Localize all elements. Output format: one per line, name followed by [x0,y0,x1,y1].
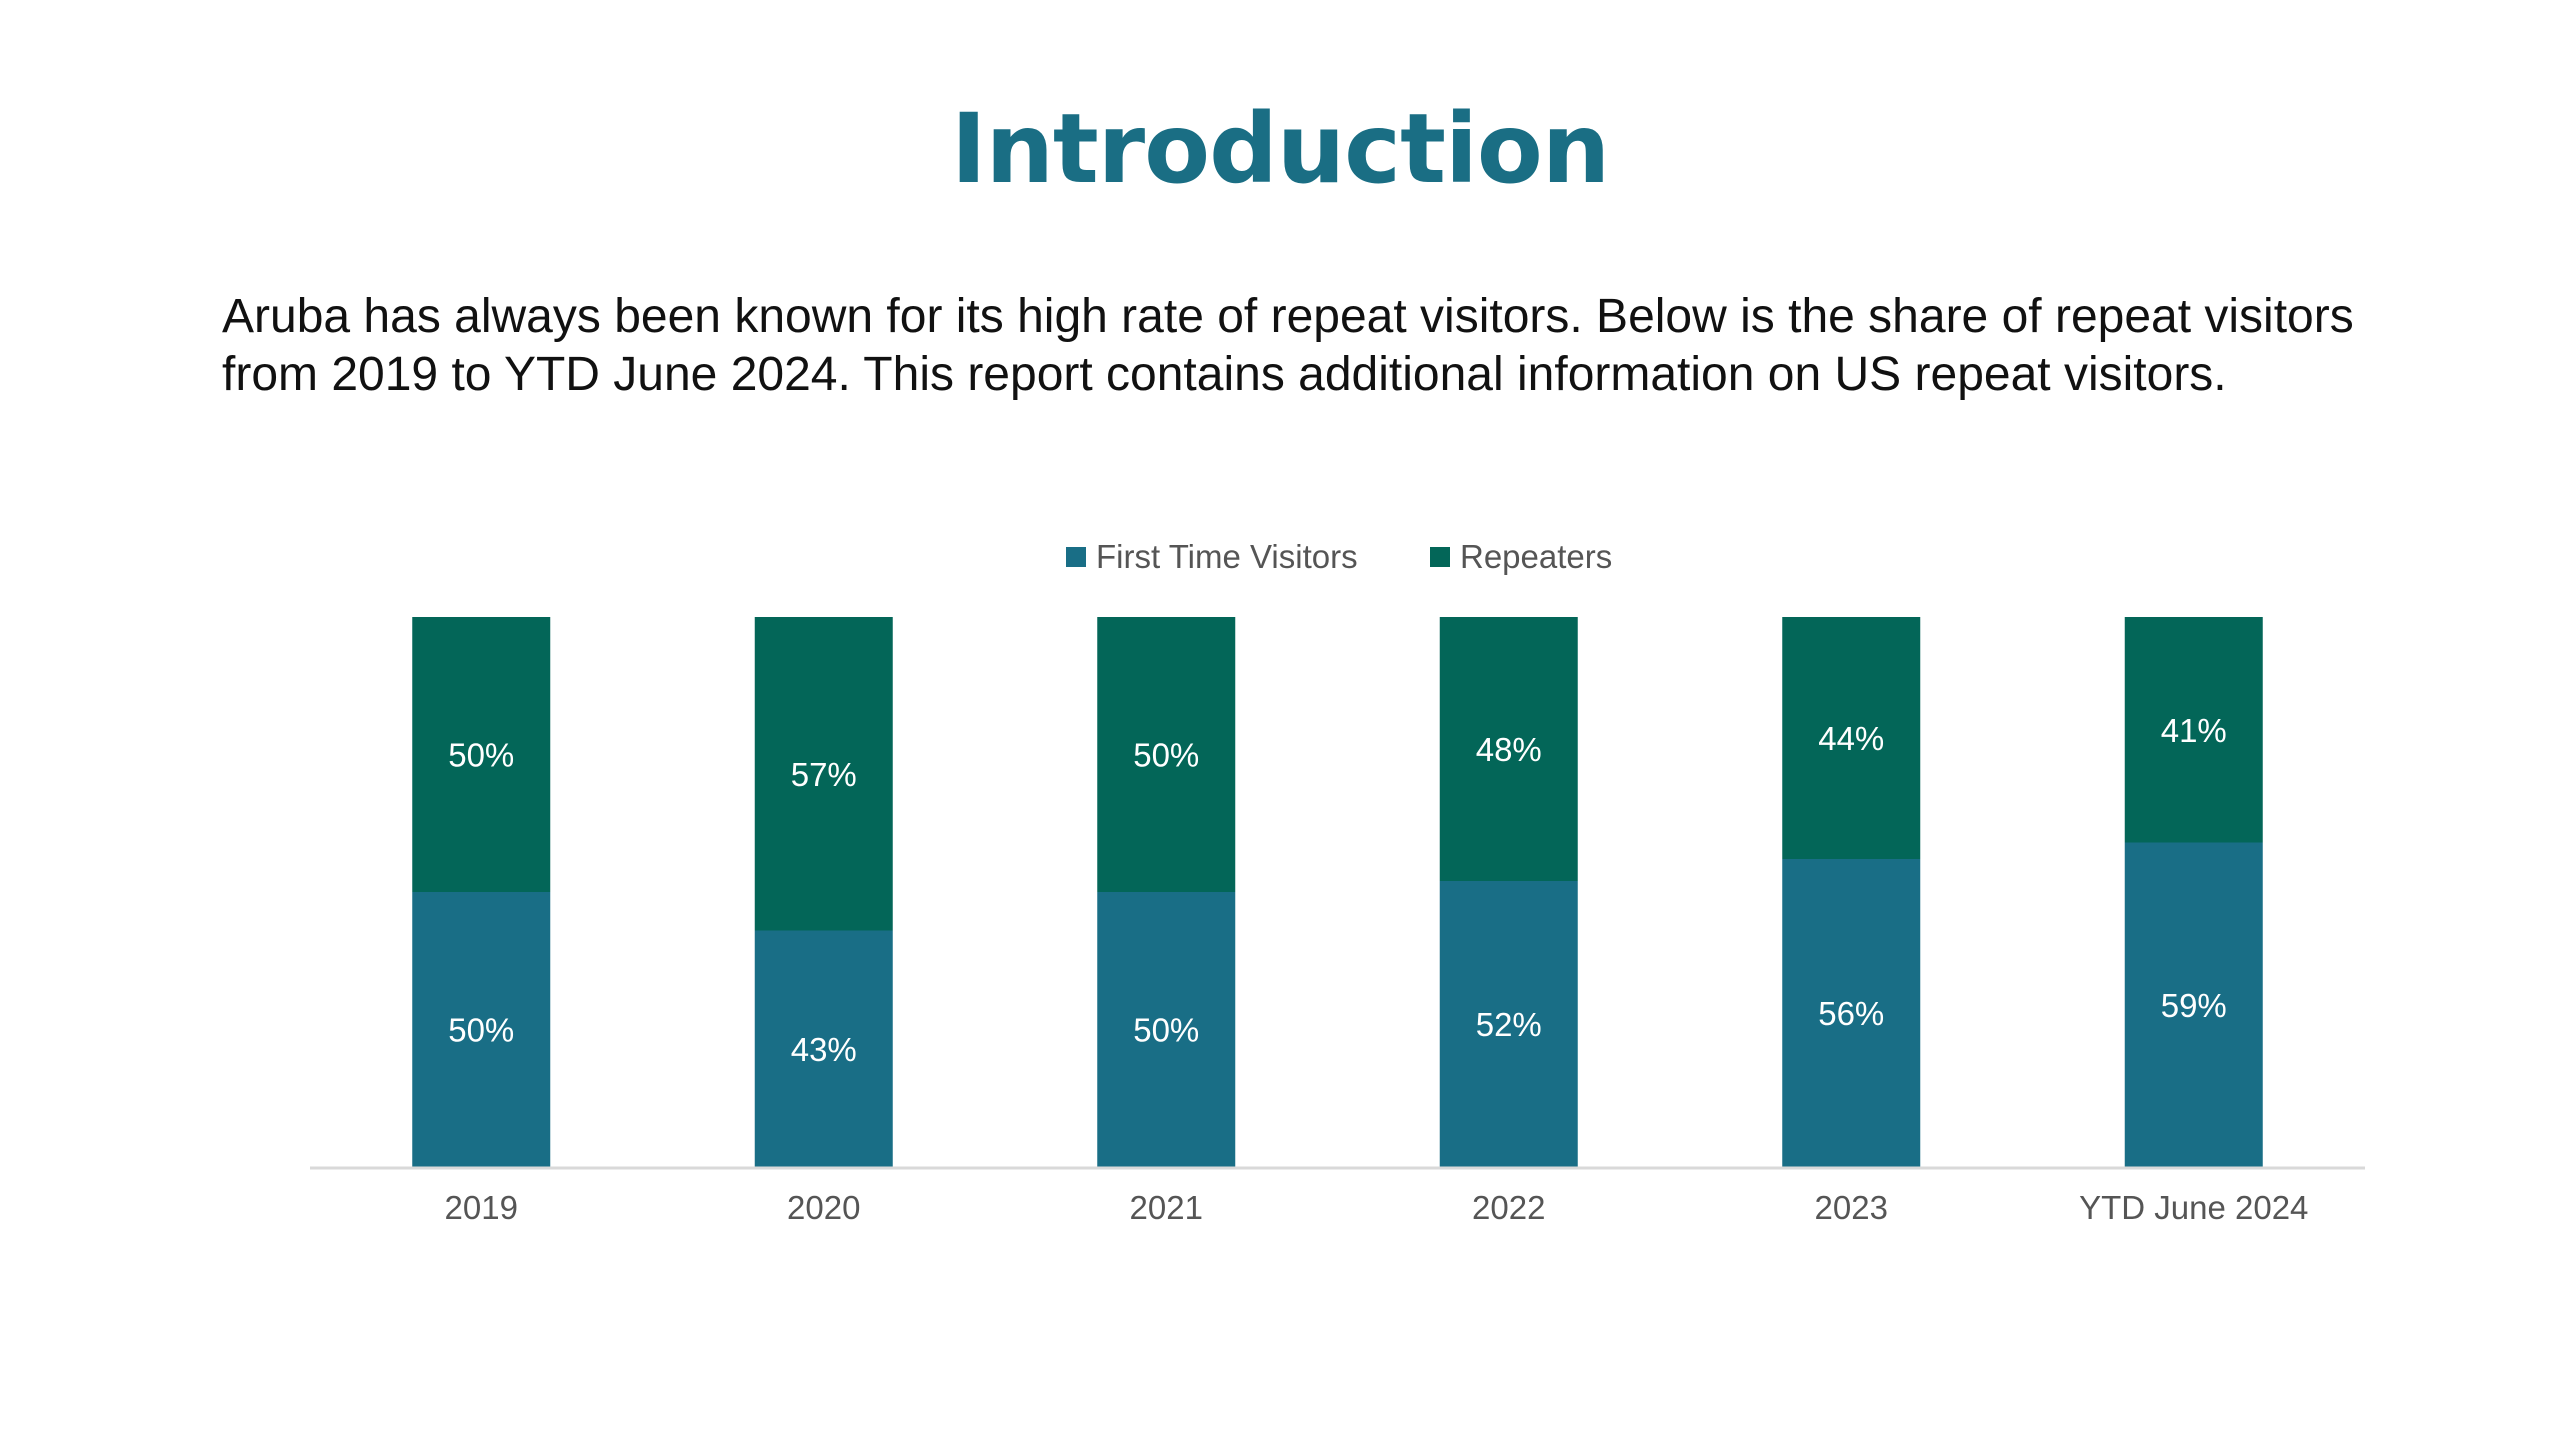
x-tick-label-0: 2019 [445,1189,518,1226]
data-label-first-time-4: 56% [1818,995,1884,1032]
legend-swatch-repeaters [1430,547,1450,567]
bar-repeaters-1 [754,617,893,931]
data-label-repeaters-0: 50% [448,737,514,774]
bar-first-time-5 [2124,842,2263,1167]
page-title: Introduction [950,93,1610,205]
bar-first-time-1 [754,930,893,1167]
x-tick-label-3: 2022 [1472,1189,1545,1226]
data-label-first-time-3: 52% [1476,1006,1542,1043]
bar-repeaters-3 [1439,617,1578,881]
x-tick-label-2: 2021 [1130,1189,1203,1226]
data-label-repeaters-2: 50% [1133,737,1199,774]
x-tick-label-5: YTD June 2024 [2079,1189,2308,1226]
stacked-bar-chart: First Time Visitors Repeaters 50% 50% 2019 43… [310,538,2365,1226]
data-label-repeaters-3: 48% [1476,731,1542,768]
bar-repeaters-4 [1782,617,1921,859]
bar-first-time-4 [1782,859,1921,1167]
x-tick-label-4: 2023 [1815,1189,1888,1226]
data-label-first-time-0: 50% [448,1012,514,1049]
data-label-first-time-2: 50% [1133,1012,1199,1049]
bar-first-time-2 [1097,892,1236,1167]
bar-repeaters-0 [412,617,551,892]
legend-label-repeaters: Repeaters [1460,538,1612,575]
data-label-first-time-1: 43% [791,1031,857,1068]
x-tick-label-1: 2020 [787,1189,860,1226]
bar-first-time-0 [412,892,551,1167]
bar-first-time-3 [1439,881,1578,1167]
data-label-first-time-5: 59% [2161,987,2227,1024]
intro-line-2: from 2019 to YTD June 2024. This report … [222,348,2227,401]
data-label-repeaters-4: 44% [1818,720,1884,757]
legend-label-first-time-visitors: First Time Visitors [1096,538,1358,575]
bar-repeaters-5 [2124,617,2263,843]
data-label-repeaters-5: 41% [2161,712,2227,749]
intro-line-1: Aruba has always been known for its high… [222,290,2354,343]
data-label-repeaters-1: 57% [791,756,857,793]
legend-swatch-first-time-visitors [1066,547,1086,567]
bar-repeaters-2 [1097,617,1236,892]
intro-paragraph: Aruba has always been known for its high… [222,288,2402,404]
